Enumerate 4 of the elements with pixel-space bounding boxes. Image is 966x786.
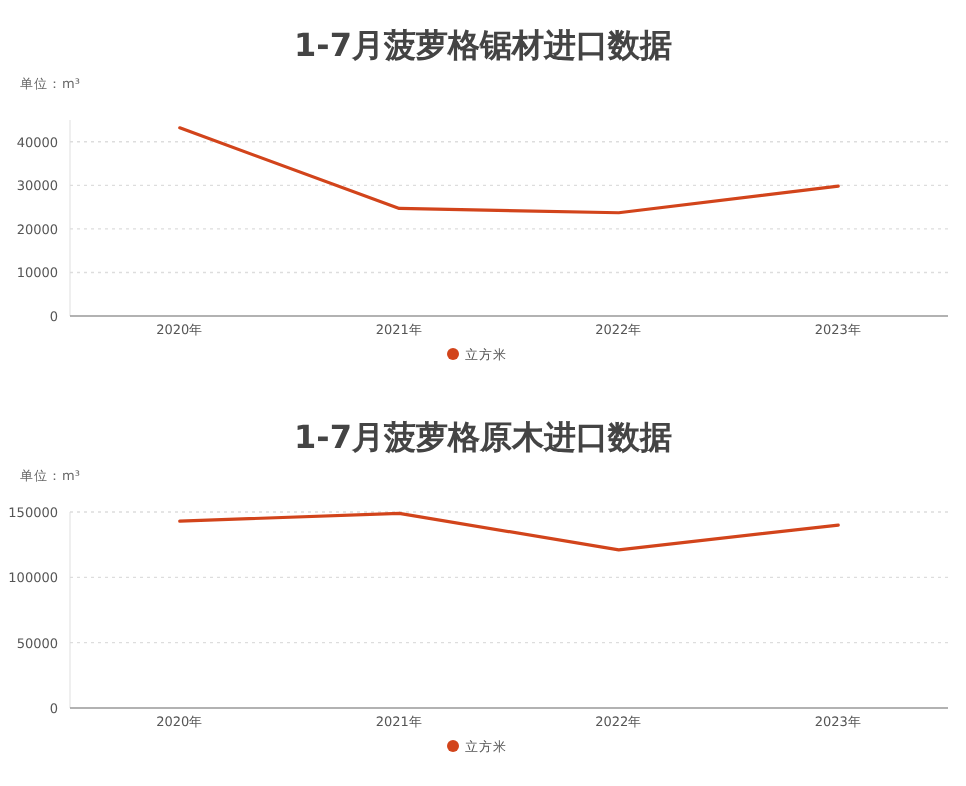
line-series [178,511,840,552]
chart-title: 1-7月菠萝格锯材进口数据 [294,26,672,64]
chart-title: 1-7月菠萝格原木进口数据 [294,418,672,456]
line-series [178,126,840,215]
